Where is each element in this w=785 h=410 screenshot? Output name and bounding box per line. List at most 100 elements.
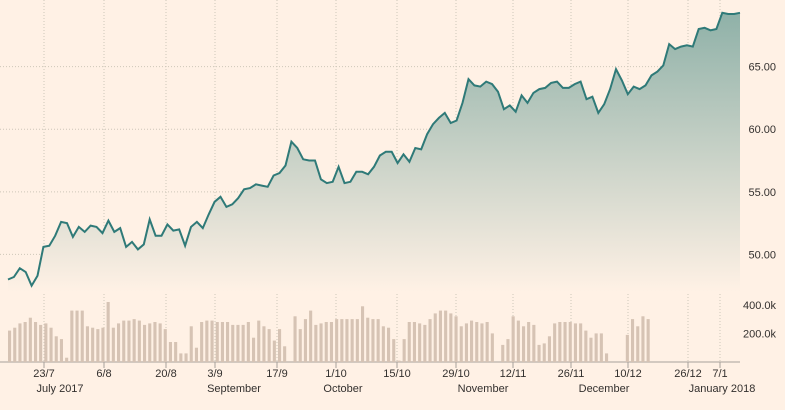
volume-bar bbox=[392, 339, 396, 362]
volume-bar bbox=[636, 326, 640, 362]
volume-bar bbox=[480, 323, 484, 362]
volume-bar bbox=[542, 343, 546, 362]
volume-bar bbox=[143, 324, 147, 362]
volume-bar bbox=[59, 339, 63, 362]
date-tick-label: 15/10 bbox=[383, 368, 411, 380]
volume-bar bbox=[625, 334, 629, 362]
volume-bar bbox=[205, 320, 209, 362]
volume-bar bbox=[459, 326, 463, 362]
month-label: December bbox=[579, 383, 630, 395]
date-tick-label: 29/10 bbox=[442, 368, 470, 380]
date-tick-label: 12/11 bbox=[500, 368, 527, 380]
volume-bar bbox=[599, 333, 603, 362]
volume-bar bbox=[117, 323, 121, 362]
volume-bar bbox=[309, 310, 313, 362]
volume-bar bbox=[220, 322, 224, 362]
volume-bar bbox=[464, 323, 468, 362]
volume-bar bbox=[605, 353, 609, 362]
volume-bar bbox=[137, 320, 141, 362]
volume-bar bbox=[49, 327, 53, 362]
price-line bbox=[7, 11, 741, 288]
volume-bar bbox=[345, 319, 349, 362]
volume-bar bbox=[111, 327, 115, 362]
volume-bar bbox=[168, 342, 172, 362]
volume-bar bbox=[573, 323, 577, 362]
date-tick-label: 1/10 bbox=[325, 368, 346, 380]
volume-bar bbox=[444, 310, 448, 362]
volume-bar bbox=[361, 306, 365, 362]
volume-tick-label: 400.0k bbox=[743, 300, 777, 312]
volume-bar bbox=[366, 317, 370, 362]
volume-bar bbox=[132, 319, 136, 362]
volume-bar bbox=[641, 316, 645, 362]
volume-bar bbox=[522, 326, 526, 362]
date-tick-label: 6/8 bbox=[96, 368, 111, 380]
volume-bar bbox=[376, 319, 380, 362]
date-tick-label: 7/1 bbox=[712, 368, 727, 380]
volume-bar bbox=[122, 320, 126, 362]
volume-bar bbox=[511, 316, 515, 362]
volume-bar bbox=[319, 323, 323, 362]
volume-bar bbox=[80, 310, 84, 362]
volume-bar bbox=[28, 317, 32, 362]
volume-bar bbox=[54, 336, 58, 362]
volume-bar bbox=[470, 320, 474, 362]
date-tick-label: 20/8 bbox=[155, 368, 176, 380]
volume-bar bbox=[278, 329, 282, 362]
volume-bar bbox=[236, 324, 240, 362]
volume-bar bbox=[594, 333, 598, 362]
volume-bar bbox=[246, 322, 250, 362]
volume-bar bbox=[355, 319, 359, 362]
volume-bar bbox=[579, 323, 583, 362]
volume-bar bbox=[272, 340, 276, 362]
volume-bar bbox=[153, 322, 157, 362]
volume-bar bbox=[516, 320, 520, 362]
date-tick-label: 23/7 bbox=[33, 368, 54, 380]
volume-bar bbox=[537, 344, 541, 362]
volume-bar bbox=[75, 310, 79, 362]
volume-bar bbox=[226, 322, 230, 362]
month-label: January 2018 bbox=[689, 383, 756, 395]
volume-bar bbox=[438, 310, 442, 362]
volume-bar bbox=[39, 324, 43, 362]
volume-tick-label: 200.0k bbox=[743, 328, 777, 340]
volume-bar bbox=[8, 330, 12, 362]
date-tick-label: 17/9 bbox=[266, 368, 287, 380]
volume-bar bbox=[340, 319, 344, 362]
price-tick-label: 65.00 bbox=[748, 62, 776, 74]
volume-bar bbox=[13, 327, 17, 362]
volume-bar bbox=[490, 333, 494, 362]
volume-bar bbox=[70, 310, 74, 362]
volume-bar bbox=[283, 346, 287, 362]
volume-bar bbox=[501, 344, 505, 362]
volume-bar bbox=[293, 316, 297, 362]
volume-bar bbox=[350, 319, 354, 362]
volume-bar bbox=[106, 302, 110, 362]
volume-bar bbox=[381, 326, 385, 362]
volume-bar bbox=[252, 337, 256, 362]
volume-bar bbox=[558, 322, 562, 362]
volume-bar bbox=[387, 327, 391, 362]
volume-bar bbox=[194, 347, 198, 362]
volume-bar bbox=[547, 336, 551, 362]
date-axis: 23/7 6/8 20/8 3/9 17/9 1/10 15/10 29/10 12/11 26/… bbox=[33, 362, 728, 380]
month-label: July 2017 bbox=[36, 383, 83, 395]
volume-bar bbox=[23, 322, 27, 362]
volume-bar bbox=[553, 323, 557, 362]
volume-bar bbox=[402, 339, 406, 362]
volume-bar bbox=[449, 313, 453, 362]
volume-bar bbox=[267, 329, 271, 362]
volume-bar bbox=[303, 319, 307, 362]
volume-bar bbox=[335, 319, 339, 362]
volume-bar bbox=[589, 337, 593, 362]
volume-bar bbox=[34, 322, 38, 362]
volume-bar bbox=[179, 353, 183, 362]
volume-bar bbox=[407, 322, 411, 362]
month-label: October bbox=[323, 383, 362, 395]
volume-bar bbox=[174, 342, 178, 362]
volume-bar bbox=[428, 319, 432, 362]
volume-bar bbox=[298, 329, 302, 362]
volume-bar bbox=[163, 329, 167, 362]
volume-bar bbox=[241, 324, 245, 362]
